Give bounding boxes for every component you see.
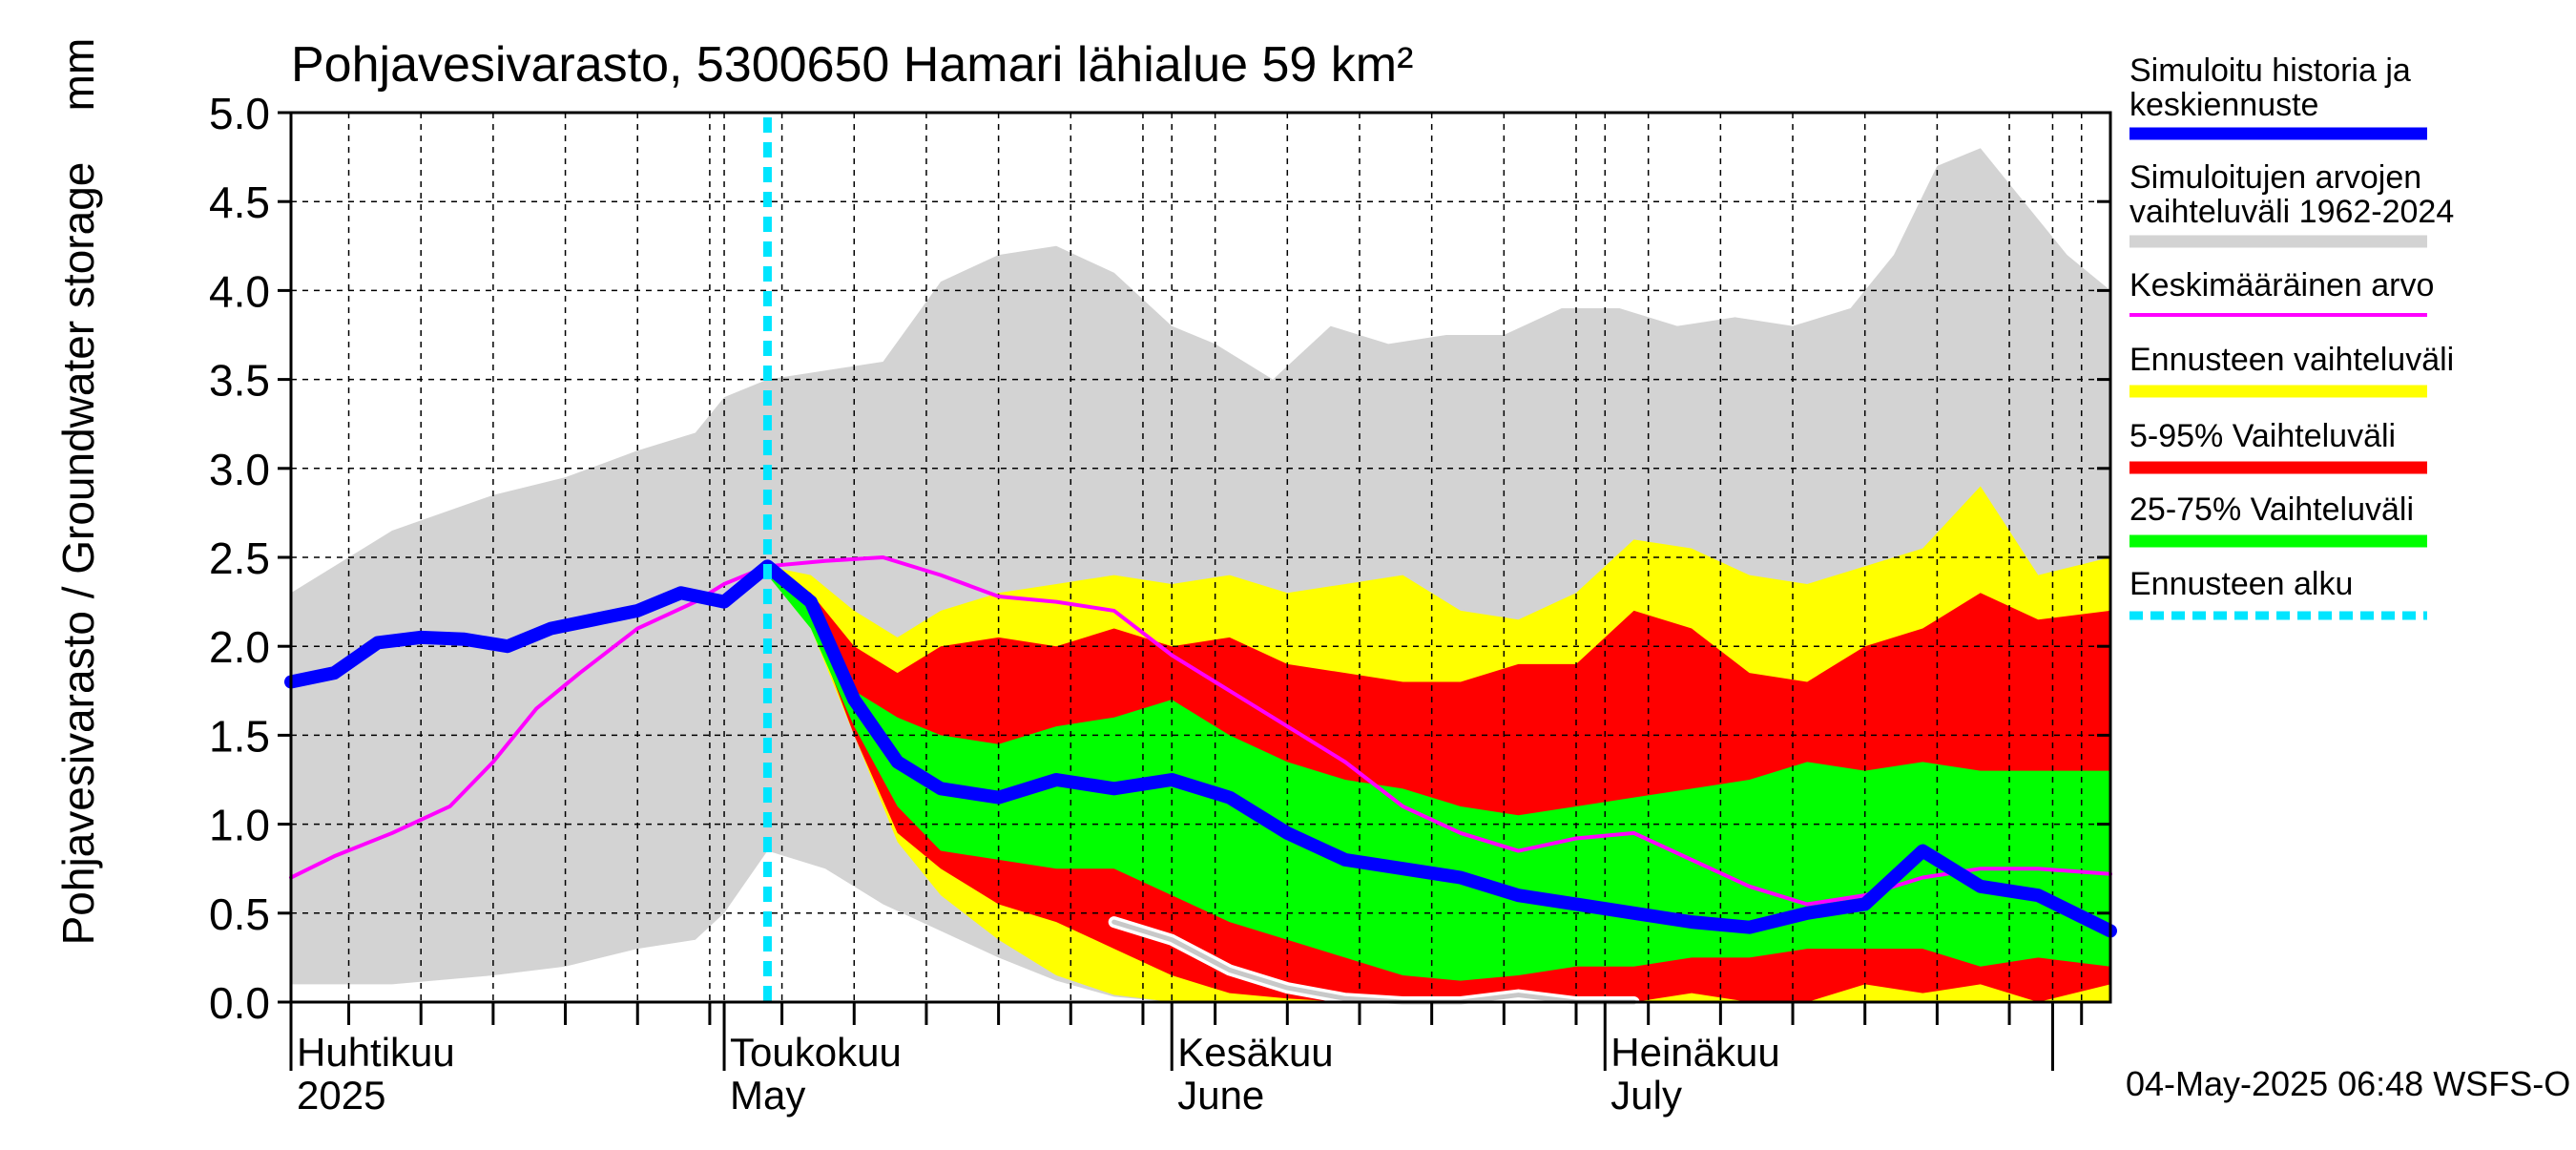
x-month-sublabel: June	[1177, 1073, 1264, 1118]
y-tick-label: 3.5	[209, 356, 270, 406]
legend-item: 5-95% Vaihteluväli	[2129, 418, 2427, 474]
x-month-sublabel: July	[1610, 1073, 1682, 1118]
minimum-line	[1111, 919, 1637, 1005]
legend-label: vaihteluväli 1962-2024	[2129, 194, 2454, 230]
legend-label: Keskimääräinen arvo	[2129, 267, 2434, 303]
y-tick-label: 2.0	[209, 622, 270, 672]
legend-label: keskiennuste	[2129, 87, 2318, 123]
x-month-sublabel: 2025	[297, 1073, 385, 1118]
y-tick-label: 0.0	[209, 978, 270, 1028]
legend-label: Ennusteen alku	[2129, 566, 2353, 602]
timestamp: 04-May-2025 06:48 WSFS-O	[2126, 1064, 2570, 1103]
legend-label: Ennusteen vaihteluväli	[2129, 342, 2454, 378]
legend-item: Ennusteen vaihteluväli	[2129, 342, 2454, 398]
y-tick-label: 1.0	[209, 801, 270, 850]
legend-label: 5-95% Vaihteluväli	[2129, 418, 2396, 454]
x-month-label: Toukokuu	[730, 1030, 902, 1075]
y-axis-label: Pohjavesivarasto / Groundwater storage	[53, 162, 103, 946]
y-tick-label: 1.5	[209, 711, 270, 761]
p25-75-band	[767, 566, 2110, 981]
x-month-label: Kesäkuu	[1177, 1030, 1333, 1075]
mean-line	[289, 555, 2112, 907]
y-tick-label: 4.5	[209, 178, 270, 227]
chart-title: Pohjavesivarasto, 5300650 Hamari lähialu…	[291, 37, 1413, 93]
y-tick-label: 4.0	[209, 266, 270, 316]
legend-label: Simuloitu historia ja	[2129, 52, 2411, 89]
y-tick-label: 3.0	[209, 445, 270, 494]
median-forecast-line	[284, 559, 2117, 938]
legend-label: 25-75% Vaihteluväli	[2129, 491, 2414, 528]
legend-item: 25-75% Vaihteluväli	[2129, 491, 2427, 548]
legend-label: Simuloitujen arvojen	[2129, 159, 2421, 196]
legend-item: Ennusteen alku	[2129, 566, 2427, 620]
y-axis-unit: mm	[53, 38, 103, 112]
y-tick-label: 5.0	[209, 89, 270, 138]
legend-item: Keskimääräinen arvo	[2129, 267, 2434, 317]
x-month-label: Huhtikuu	[297, 1030, 455, 1075]
x-month-sublabel: May	[730, 1073, 805, 1118]
y-axis: 0.0 0.5 1.0 1.5 2.0 2.5 3.0 3.5 4.0 4.5 5.0	[209, 89, 2110, 1028]
bands-layer	[291, 148, 2110, 1002]
y-tick-label: 2.5	[209, 533, 270, 583]
x-month-label: Heinäkuu	[1610, 1030, 1779, 1075]
legend: Simuloitu historia jakeskiennusteSimuloi…	[2129, 52, 2454, 620]
y-tick-label: 0.5	[209, 889, 270, 939]
